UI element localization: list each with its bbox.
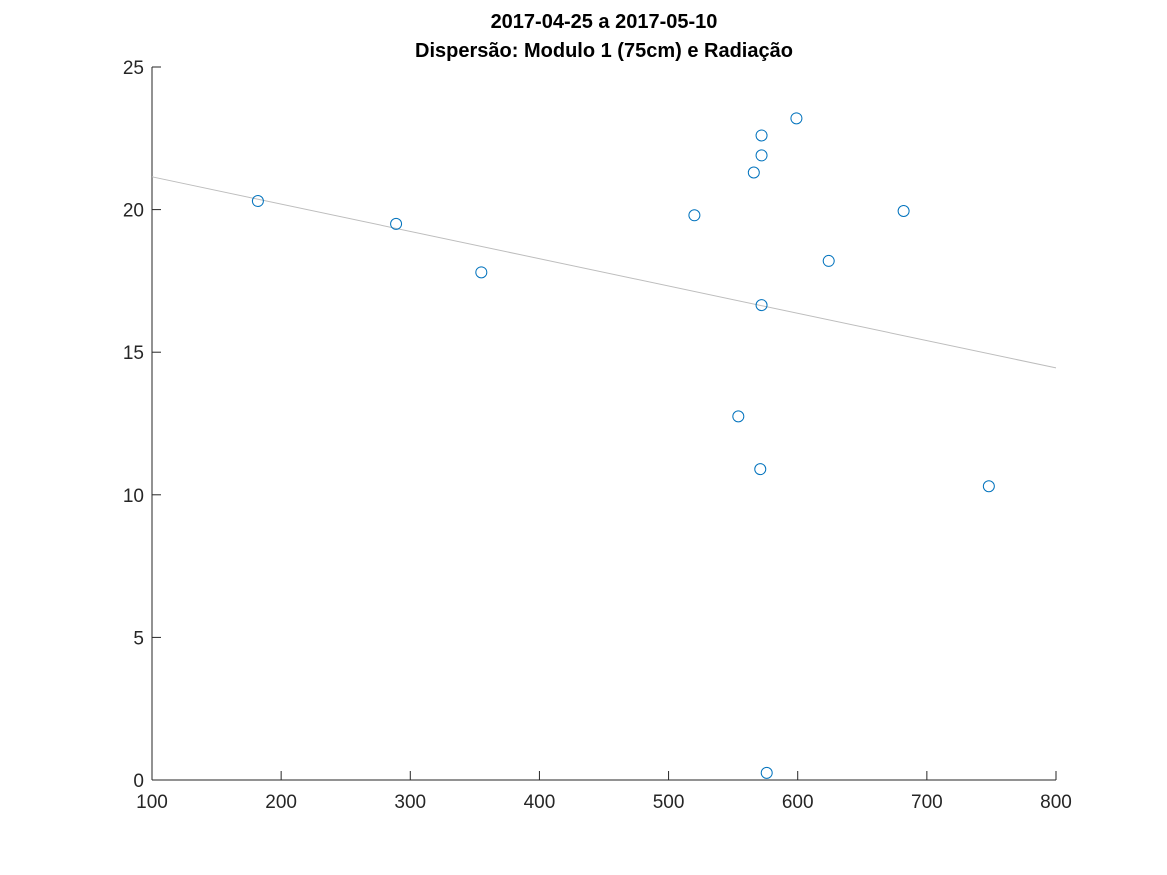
data-point — [790, 112, 803, 125]
trendline — [151, 176, 1057, 369]
x-tick-label: 400 — [524, 792, 556, 813]
trendline-layer — [151, 176, 1057, 369]
axes: 100 200 300 400 500 600 700 800 0 5 10 15 20 25 — [123, 58, 1072, 813]
y-tick-label: 20 — [123, 201, 144, 222]
x-tick-label: 100 — [136, 792, 168, 813]
data-point — [754, 463, 767, 476]
y-tick-label: 0 — [133, 771, 144, 792]
y-tick-label: 5 — [133, 628, 144, 649]
data-point — [732, 410, 745, 423]
data-point — [897, 205, 910, 218]
data-points — [251, 112, 995, 779]
data-point — [755, 149, 768, 162]
data-point — [982, 480, 995, 493]
chart-subtitle: Dispersão: Modulo 1 (75cm) e Radiação — [415, 40, 793, 62]
data-point — [755, 129, 768, 142]
data-point — [475, 266, 488, 279]
x-tick-label: 200 — [265, 792, 297, 813]
x-tick-label: 500 — [653, 792, 685, 813]
y-tick-label: 10 — [123, 486, 144, 507]
data-point — [688, 209, 701, 222]
data-point — [251, 195, 264, 208]
x-tick-label: 300 — [394, 792, 426, 813]
data-point — [822, 254, 835, 267]
x-tick-label: 700 — [911, 792, 943, 813]
data-point — [747, 166, 760, 179]
chart-title: 2017-04-25 a 2017-05-10 — [491, 11, 718, 33]
x-tick-label: 800 — [1040, 792, 1072, 813]
y-tick-label: 15 — [123, 343, 144, 364]
data-point — [760, 766, 773, 779]
data-point — [390, 217, 403, 230]
data-point — [755, 299, 768, 312]
y-tick-label: 25 — [123, 58, 144, 79]
x-tick-label: 600 — [782, 792, 814, 813]
